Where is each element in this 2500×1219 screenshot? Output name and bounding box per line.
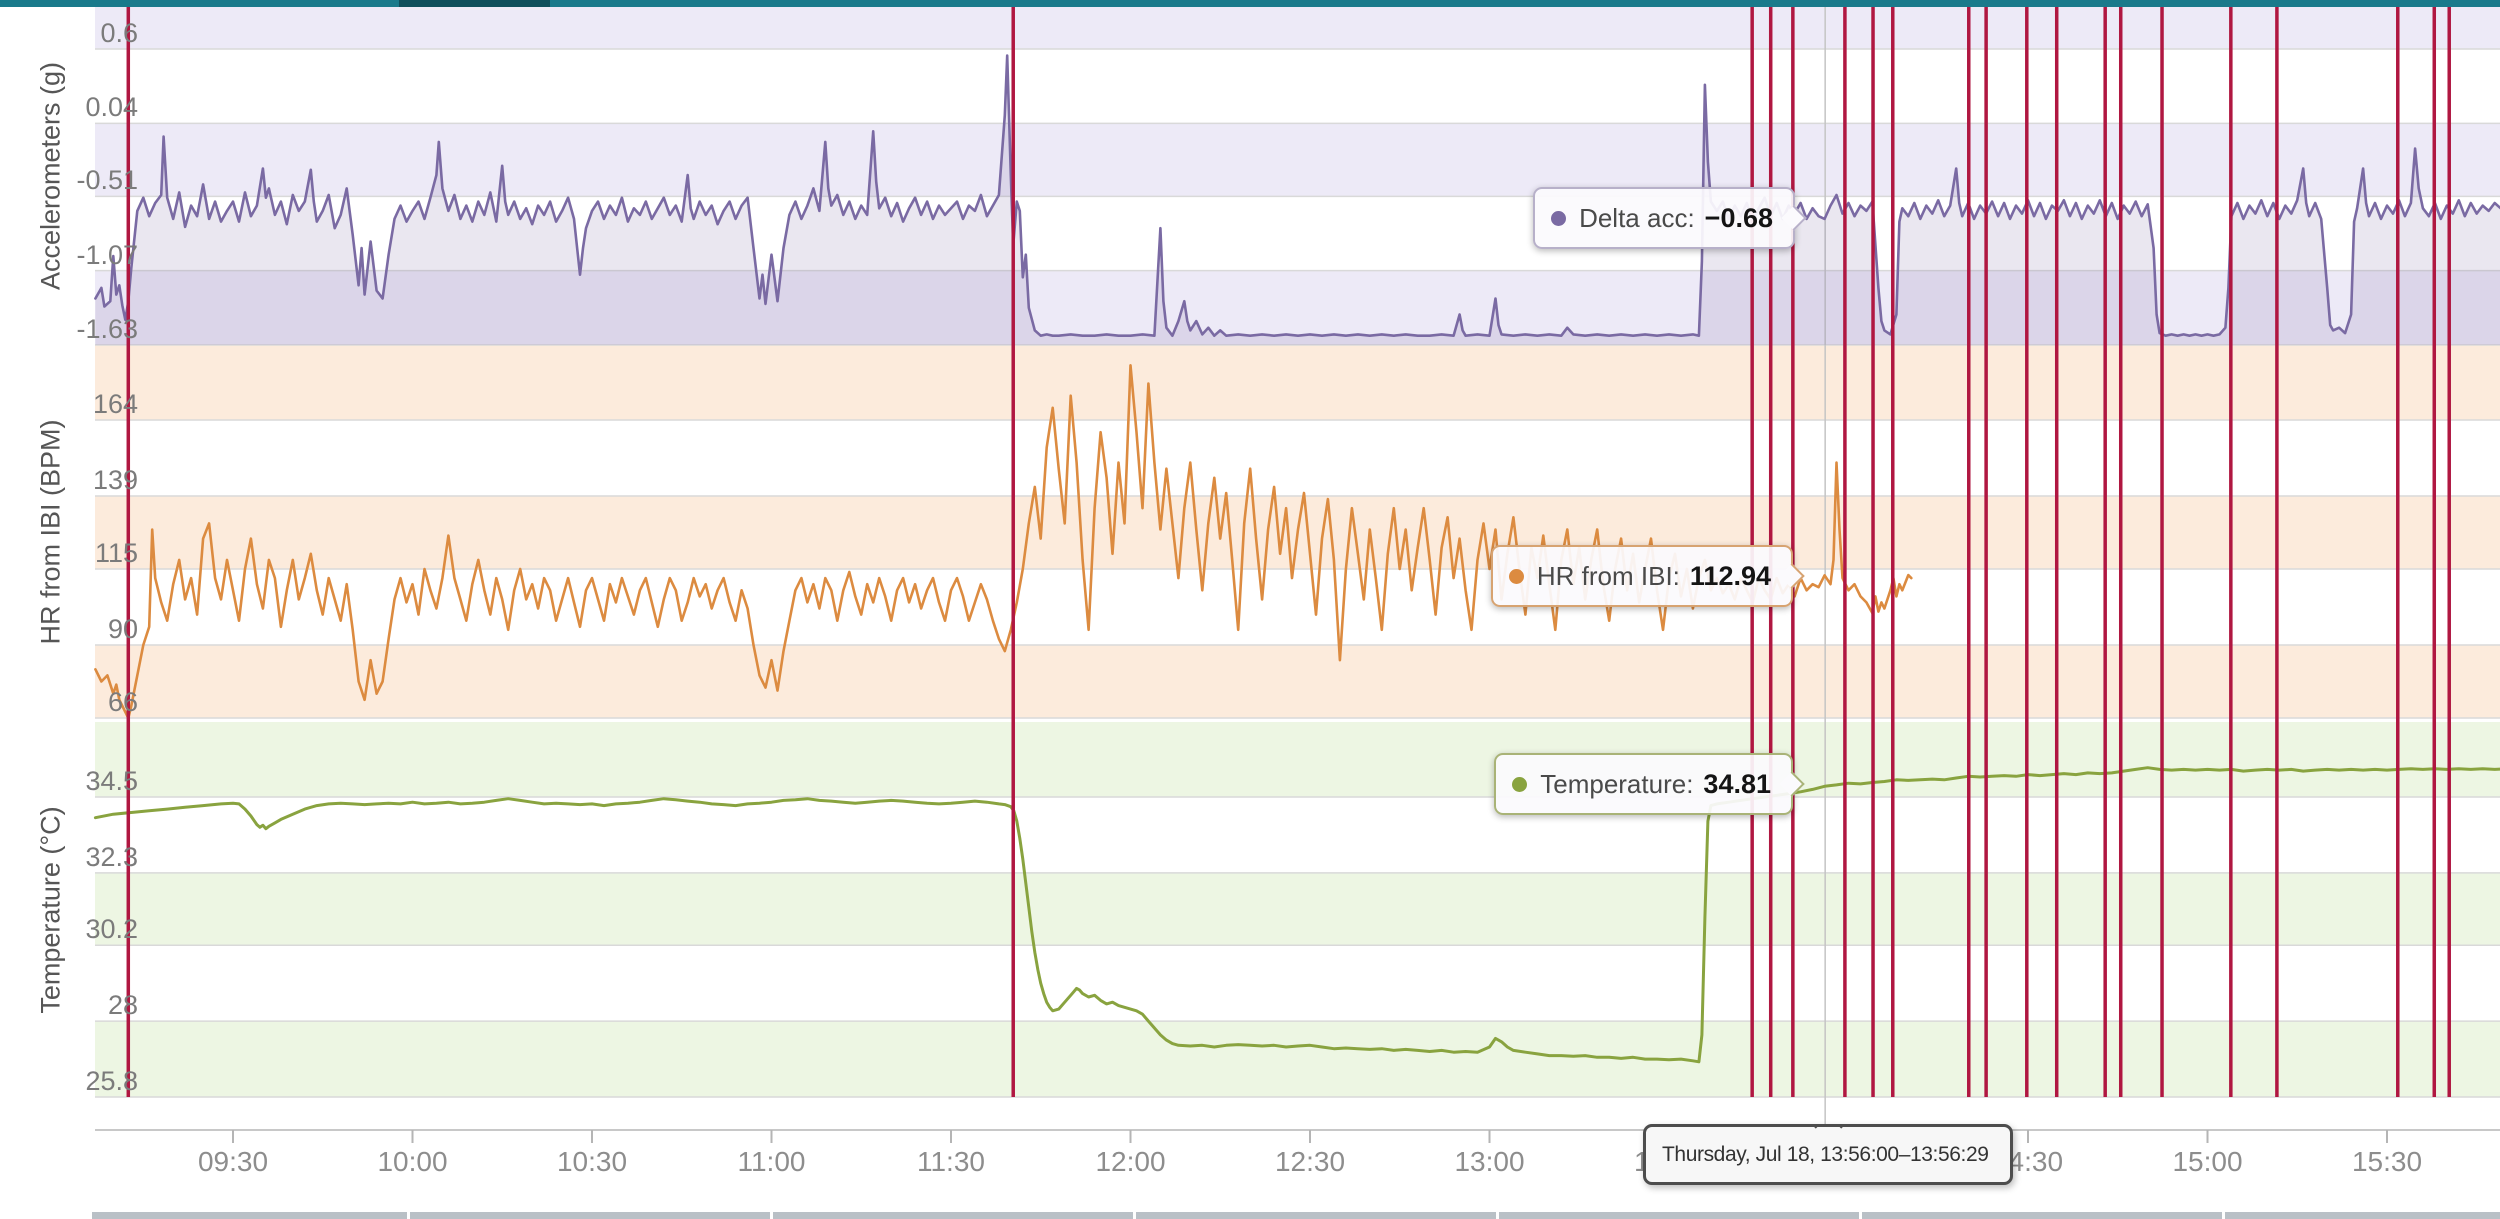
band xyxy=(95,1021,2500,1097)
tooltip-time-range-text: Thursday, Jul 18, 13:56:00–13:56:29 xyxy=(1662,1142,1989,1166)
y-tick-label: 0.6 xyxy=(100,18,138,48)
temperature-series-line xyxy=(93,766,2500,1064)
tooltip-delta-acc-label: Delta acc: xyxy=(1579,202,1695,233)
top-range-bar[interactable] xyxy=(0,0,2500,7)
x-tick-label: 12:00 xyxy=(1095,1146,1166,1177)
x-tick-label: 10:00 xyxy=(377,1146,448,1177)
y-tick-label: 90 xyxy=(107,614,138,645)
y-tick-label: 28 xyxy=(107,990,138,1021)
y-axis-title: Temperature (°C) xyxy=(35,805,66,1014)
y-tick-label: 0.04 xyxy=(85,92,138,123)
y-tick-label: 66 xyxy=(107,687,138,717)
x-tick-label: 15:30 xyxy=(2351,1146,2423,1177)
tooltip-time-range: Thursday, Jul 18, 13:56:00–13:56:29 xyxy=(1643,1124,2013,1185)
delta-acc-series-line xyxy=(94,54,2500,337)
bottom-panel-edge xyxy=(92,1212,2500,1219)
x-tick-label: 15:00 xyxy=(2172,1146,2243,1177)
tooltip-delta-acc: Delta acc: −0.68 xyxy=(1533,187,1807,249)
band xyxy=(95,722,2500,797)
chart-bands xyxy=(95,7,2500,1097)
band xyxy=(95,345,2500,420)
y-tick-label: 139 xyxy=(92,465,138,496)
tooltip-hr: HR from IBI: 112.94 xyxy=(1490,545,1805,607)
delta-acc-series-dot xyxy=(1551,210,1567,226)
tooltip-delta-acc-value: −0.68 xyxy=(1704,202,1773,233)
band xyxy=(95,270,2500,345)
band xyxy=(95,7,2500,49)
x-tick-label: 10:30 xyxy=(556,1146,628,1177)
x-tick-label: 11:00 xyxy=(737,1146,806,1177)
y-axis-title: Accelerometers (g) xyxy=(35,61,66,291)
tooltip-temperature-label: Temperature: xyxy=(1540,768,1694,799)
y-tick-label: -1.07 xyxy=(76,239,138,270)
y-tick-label: 25.8 xyxy=(85,1066,138,1096)
tooltip-pointer-up-icon xyxy=(1813,1127,1844,1142)
y-tick-label: -0.51 xyxy=(76,165,138,196)
tooltip-hr-label: HR from IBI: xyxy=(1536,560,1680,591)
tooltip-temperature-value: 34.81 xyxy=(1703,768,1771,799)
y-axis-title: HR from IBI (BPM) xyxy=(35,418,66,645)
x-axis-layer xyxy=(95,1129,2500,1143)
band xyxy=(95,645,2500,718)
tooltip-temperature: Temperature: 34.81 xyxy=(1494,753,1805,815)
y-tick-label: -1.63 xyxy=(76,314,138,344)
band xyxy=(95,872,2500,946)
y-tick-label: 34.5 xyxy=(85,766,138,796)
band xyxy=(95,123,2500,197)
y-tick-label: 32.3 xyxy=(85,841,138,872)
y-tick-label: 164 xyxy=(92,389,138,419)
tooltip-hr-value: 112.94 xyxy=(1689,560,1771,591)
chart-gridlines xyxy=(95,48,2500,1098)
top-range-bar-thumb[interactable] xyxy=(399,0,550,7)
y-tick-label: 115 xyxy=(94,538,138,568)
x-tick-label: 09:30 xyxy=(197,1146,269,1177)
temperature-series-dot xyxy=(1512,776,1528,792)
x-tick-label: 11:30 xyxy=(916,1146,985,1177)
hr-series-dot xyxy=(1508,568,1524,584)
x-tick-label: 12:30 xyxy=(1274,1146,1346,1177)
x-tick-label: 13:00 xyxy=(1454,1146,1525,1177)
y-tick-label: 30.2 xyxy=(85,914,138,945)
